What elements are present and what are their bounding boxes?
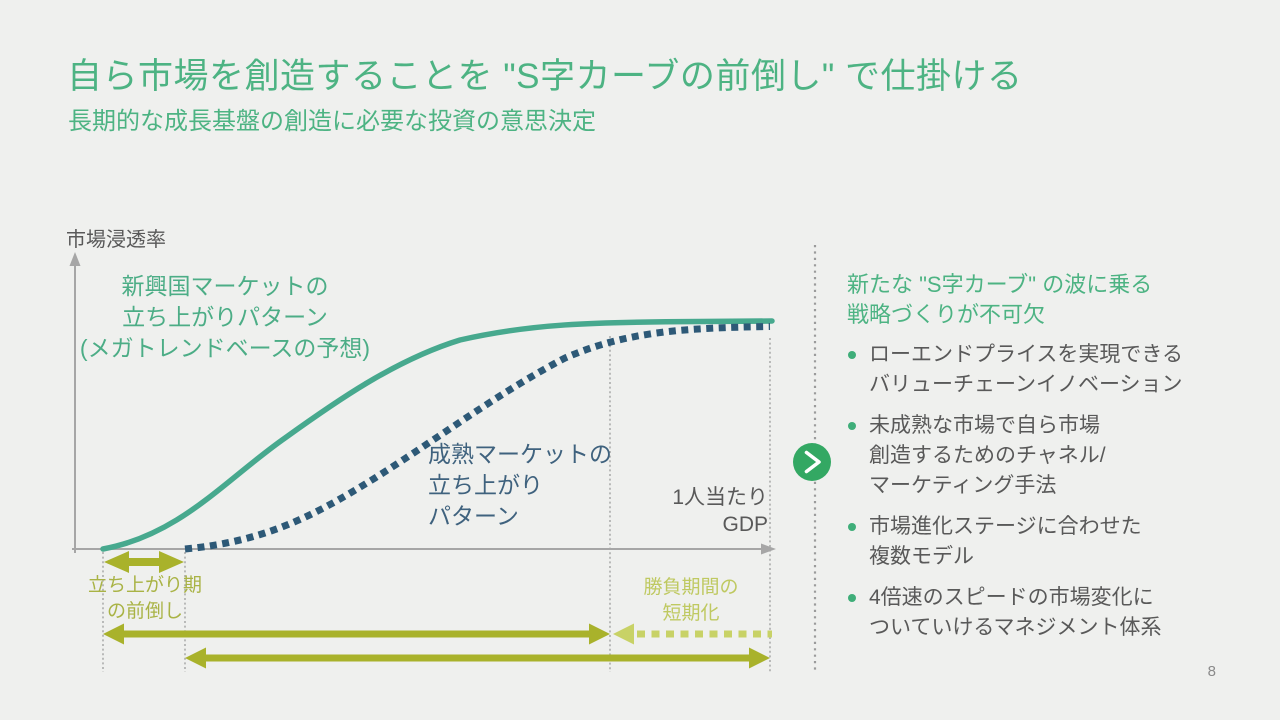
period-arrow-upper <box>103 623 610 645</box>
chevron-right-icon <box>804 450 821 474</box>
bullet-dot-icon <box>848 523 856 531</box>
bullet-text: ローエンドプライスを実現できる バリューチェーンイノベーション <box>869 343 1183 396</box>
page-number: 8 <box>1207 663 1216 680</box>
y-axis-arrowhead-icon <box>69 252 81 266</box>
bullet-dot-icon <box>848 422 856 430</box>
period-arrow-lower <box>185 647 770 669</box>
mature-market-curve <box>184 323 771 553</box>
chevron-circle <box>793 443 831 481</box>
list-item: 市場進化ステージに合わせた 複数モデル <box>848 512 1220 572</box>
x-axis-arrowhead-icon <box>761 543 776 555</box>
chevron-right-badge <box>793 443 831 481</box>
list-item: 4倍速のスピードの市場変化に ついていけるマネジメント体系 <box>848 583 1220 643</box>
bullet-text: 4倍速のスピードの市場変化に ついていけるマネジメント体系 <box>869 586 1162 639</box>
panel-bullet-list: ローエンドプライスを実現できる バリューチェーンイノベーション 未成熟な市場で自… <box>848 340 1220 654</box>
y-axis-label: 市場浸透率 <box>66 229 166 251</box>
bullet-text: 市場進化ステージに合わせた 複数モデル <box>869 515 1142 568</box>
mature-market-curve-label: 成熟マーケットの 立ち上がり パターン <box>428 441 612 529</box>
slide-subtitle: 長期的な成長基盤の創造に必要な投資の意思決定 <box>68 108 596 135</box>
slide-title: 自ら市場を創造することを "S字カーブの前倒し" で仕掛ける <box>67 57 1023 96</box>
annotation-ramp-up: 立ち上がり期 の前倒し <box>87 575 202 622</box>
panel-heading: 新たな "S字カーブ" の波に乗る 戦略づくりが不可欠 <box>847 272 1153 327</box>
bullet-text: 未成熟な市場で自ら市場 創造するためのチャネル/ マーケティング手法 <box>869 414 1106 497</box>
ramp-up-arrow <box>104 551 184 573</box>
annotation-shortening: 勝負期間の 短期化 <box>643 577 739 624</box>
list-item: ローエンドプライスを実現できる バリューチェーンイノベーション <box>848 340 1220 400</box>
emerging-market-curve-label: 新興国マーケットの 立ち上がりパターン (メガトレンドベースの予想) <box>79 273 371 361</box>
shortening-dashed-arrow <box>613 623 772 645</box>
emerging-market-curve <box>100 318 775 552</box>
bullet-dot-icon <box>848 351 856 359</box>
bullet-dot-icon <box>848 594 856 602</box>
list-item: 未成熟な市場で自ら市場 創造するためのチャネル/ マーケティング手法 <box>848 411 1220 501</box>
x-axis-label: 1人当たり GDP <box>672 486 768 536</box>
